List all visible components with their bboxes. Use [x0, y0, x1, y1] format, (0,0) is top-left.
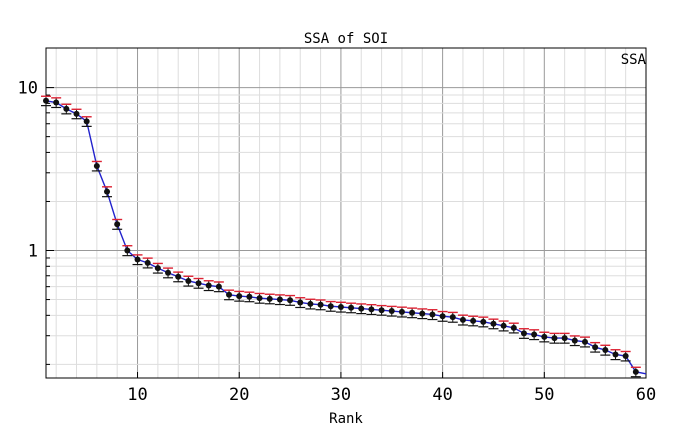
data-point	[307, 300, 314, 307]
data-point	[266, 295, 273, 302]
data-point	[470, 317, 477, 324]
data-point	[226, 291, 233, 298]
y-tick-label: 10	[18, 79, 38, 99]
data-point	[459, 316, 466, 323]
data-point	[622, 353, 629, 360]
data-point	[134, 256, 141, 263]
data-point	[551, 335, 558, 342]
data-point	[195, 280, 202, 287]
data-point	[581, 338, 588, 345]
axis-ticks	[46, 87, 647, 378]
data-point	[246, 293, 253, 300]
data-point	[236, 293, 243, 300]
y-tick-label: 1	[28, 242, 38, 262]
tick-labels: 10 20 30 40 50 60 1 10	[18, 79, 657, 405]
data-point	[490, 320, 497, 327]
data-point	[337, 304, 344, 311]
data-point	[561, 335, 568, 342]
data-point	[449, 314, 456, 321]
x-tick-label: 10	[127, 385, 147, 405]
data-point	[368, 306, 375, 313]
series	[41, 95, 647, 378]
data-point	[500, 322, 507, 329]
data-point	[73, 110, 80, 117]
data-point	[439, 313, 446, 320]
data-point	[165, 269, 172, 276]
data-point	[409, 309, 416, 316]
data-point	[398, 308, 405, 315]
data-point	[154, 265, 161, 272]
data-point	[43, 97, 49, 104]
data-point	[185, 277, 192, 284]
data-point	[215, 283, 222, 290]
data-point	[592, 344, 599, 351]
data-point	[480, 318, 487, 325]
x-tick-label: 40	[432, 385, 452, 405]
data-point	[104, 188, 111, 195]
data-point	[571, 337, 578, 344]
data-point	[205, 282, 212, 289]
data-point	[144, 259, 151, 266]
data-point	[83, 118, 90, 125]
data-point	[348, 304, 355, 311]
data-point	[124, 247, 131, 254]
x-axis-label: Rank	[329, 411, 363, 427]
data-point	[297, 299, 304, 306]
data-point	[541, 333, 548, 340]
data-point	[256, 295, 263, 302]
data-point	[114, 221, 121, 228]
x-tick-label: 30	[331, 385, 351, 405]
data-point	[63, 105, 70, 112]
x-tick-label: 50	[534, 385, 554, 405]
data-point	[602, 347, 609, 354]
data-point	[531, 331, 538, 338]
data-point	[317, 301, 324, 308]
data-point	[388, 308, 395, 315]
data-point	[358, 305, 365, 312]
data-point	[53, 99, 60, 106]
data-point	[327, 303, 334, 310]
data-point	[510, 324, 517, 331]
data-point	[175, 273, 182, 280]
data-point	[632, 368, 639, 375]
plot-frame	[45, 47, 647, 379]
legend-label: SSA	[621, 52, 647, 68]
data-point	[520, 330, 527, 337]
data-point	[276, 296, 283, 303]
data-point	[612, 351, 619, 358]
data-point	[287, 297, 294, 304]
data-point	[419, 310, 426, 317]
data-point	[378, 307, 385, 314]
x-tick-label: 20	[229, 385, 249, 405]
data-point	[93, 163, 100, 170]
x-tick-label: 60	[636, 385, 656, 405]
data-point	[429, 311, 436, 318]
grid	[46, 48, 646, 378]
chart-title: SSA of SOI	[304, 31, 388, 47]
